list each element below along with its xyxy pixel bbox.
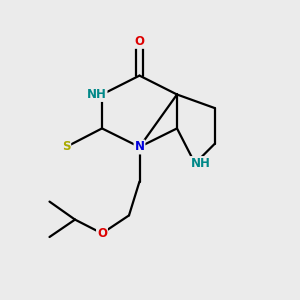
Text: NH: NH xyxy=(87,88,106,101)
Text: S: S xyxy=(62,140,70,154)
Text: O: O xyxy=(97,227,107,240)
Text: NH: NH xyxy=(190,157,210,170)
Text: N: N xyxy=(134,140,145,154)
Text: O: O xyxy=(134,35,145,48)
